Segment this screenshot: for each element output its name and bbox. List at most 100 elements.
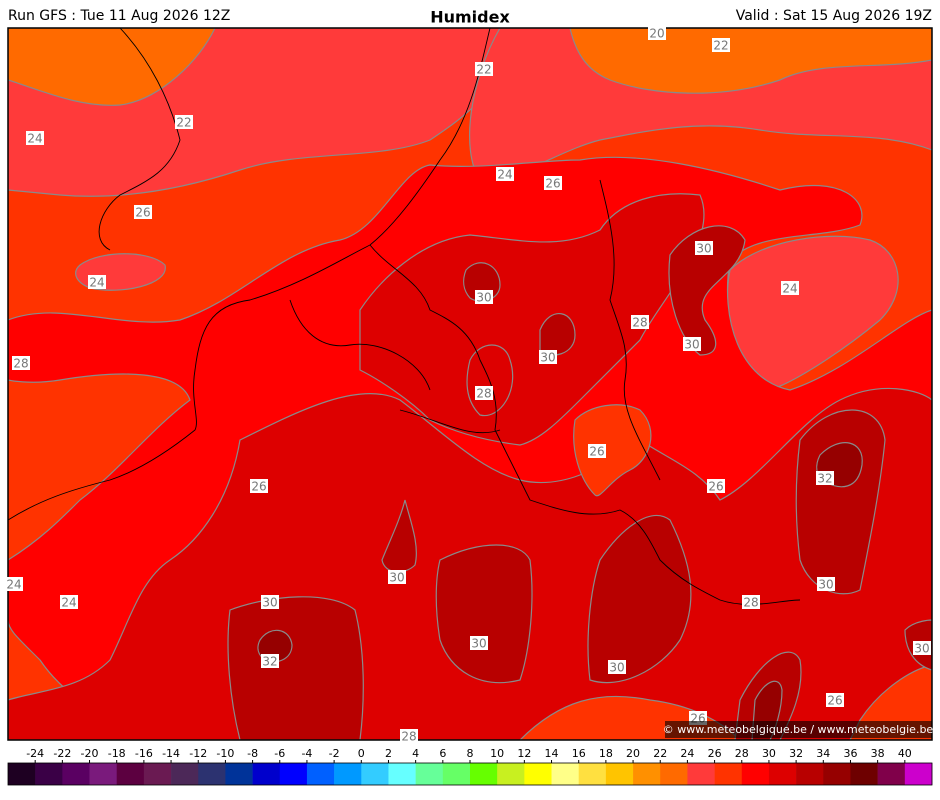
field-30 — [587, 514, 692, 684]
color-swatch — [334, 763, 362, 785]
color-swatch — [116, 763, 145, 785]
color-swatch — [524, 763, 552, 785]
contour-label: 24 — [27, 132, 42, 146]
contour-label-box — [913, 641, 931, 655]
colorbar-label: -16 — [135, 747, 153, 760]
field-28 — [359, 193, 705, 446]
color-swatch — [823, 763, 851, 785]
valid-info: Valid : Sat 15 Aug 2026 19Z — [736, 8, 932, 24]
contour-label: 22 — [713, 39, 728, 53]
field-20 — [569, 28, 932, 94]
colorbar-label: -6 — [274, 747, 285, 760]
contour-label: 24 — [497, 168, 512, 182]
contour-label-box — [475, 62, 493, 76]
color-swatch — [660, 763, 688, 785]
contour-label: 24 — [6, 578, 21, 592]
contour-label-box — [26, 131, 44, 145]
contour-label-box — [826, 693, 844, 707]
contour-label-box — [175, 115, 193, 129]
color-swatch — [171, 763, 199, 785]
color-swatch — [796, 763, 824, 785]
colorbar-label: 38 — [871, 747, 885, 760]
contour-label: 30 — [471, 637, 486, 651]
coastline — [98, 28, 181, 251]
colorbar-label: -22 — [53, 747, 71, 760]
color-swatch — [714, 763, 743, 785]
field-20 — [8, 28, 216, 106]
contour-label: 30 — [696, 242, 711, 256]
contour-label: 30 — [609, 661, 624, 675]
contour-label-box — [12, 356, 30, 370]
contour-label-box — [261, 654, 279, 668]
color-swatch — [850, 763, 878, 785]
colorbar-label: 20 — [626, 747, 640, 760]
contour-label-box — [400, 729, 418, 743]
contour-label-box — [816, 471, 834, 485]
color-swatch — [89, 763, 118, 785]
color-swatch — [687, 763, 715, 785]
contour-label-box — [88, 275, 106, 289]
color-swatch — [35, 763, 63, 785]
colorbar-label: 8 — [467, 747, 474, 760]
contour-labels: 20 22 22 24 22 24 26 26 30 24 24 30 28 30 28 30 28 26 26 26… — [5, 26, 931, 744]
color-swatch — [388, 763, 416, 785]
color-swatch — [633, 763, 661, 785]
color-swatch — [361, 763, 389, 785]
color-swatch — [470, 763, 498, 785]
colorbar-label: 22 — [653, 747, 667, 760]
contour-label: 22 — [476, 63, 491, 77]
contour-label: 26 — [135, 206, 150, 220]
credit-box — [665, 721, 932, 738]
colorbar-label: 40 — [898, 747, 912, 760]
contour-label: 28 — [743, 596, 758, 610]
color-swatch — [904, 763, 933, 785]
colorbar-label: 14 — [545, 747, 559, 760]
coastline — [8, 28, 491, 521]
run-info: Run GFS : Tue 11 Aug 2026 12Z — [8, 8, 230, 24]
colorbar-label: -10 — [216, 747, 234, 760]
colorbar-label: -24 — [26, 747, 44, 760]
contour-label-box — [388, 570, 406, 584]
color-swatch — [578, 763, 607, 785]
contour-label: 22 — [176, 116, 191, 130]
colorbar-label: -2 — [329, 747, 340, 760]
contour-label: 32 — [262, 655, 277, 669]
contour-label-box — [695, 241, 713, 255]
contour-label-box — [781, 281, 799, 295]
contour-label: 32 — [817, 472, 832, 486]
colorbar-label: 30 — [762, 747, 776, 760]
colorbar-label: 10 — [490, 747, 504, 760]
color-swatch — [306, 763, 335, 785]
region-border — [289, 299, 501, 434]
contour-label: 24 — [89, 276, 104, 290]
colorbar-label: 26 — [708, 747, 722, 760]
contour-label-box — [631, 315, 649, 329]
colorbar-label: 0 — [358, 747, 365, 760]
map-frame — [7, 27, 933, 741]
contour-label-box — [742, 595, 760, 609]
colorbar-label: -14 — [162, 747, 180, 760]
colorbar-label: 6 — [439, 747, 446, 760]
contour-label: 26 — [708, 480, 723, 494]
contour-label: 20 — [649, 27, 664, 41]
colorbar-label: -4 — [301, 747, 312, 760]
color-swatch — [198, 763, 226, 785]
contour-label: 30 — [684, 338, 699, 352]
contour-label-box — [544, 176, 562, 190]
colorbar-label: 18 — [599, 747, 613, 760]
contour-label-box — [707, 479, 725, 493]
contour-label-box — [648, 26, 666, 40]
contour-label: 30 — [914, 642, 929, 656]
color-swatch — [605, 763, 634, 785]
contour-label: 26 — [827, 694, 842, 708]
color-swatch — [225, 763, 253, 785]
contour-label: 30 — [818, 578, 833, 592]
colorbar-label: 36 — [843, 747, 857, 760]
contour-label-box — [608, 660, 626, 674]
colorbar: -24 -22 -20 -18 -16 -14 -12 -10 -8 -6 -4 -2 0 2 4 6 8 10 1… — [7, 747, 933, 786]
contour-label-box — [475, 290, 493, 304]
color-swatch — [279, 763, 308, 785]
contour-label-box — [817, 577, 835, 591]
contour-label-box — [475, 386, 493, 400]
contour-label: 24 — [782, 282, 797, 296]
